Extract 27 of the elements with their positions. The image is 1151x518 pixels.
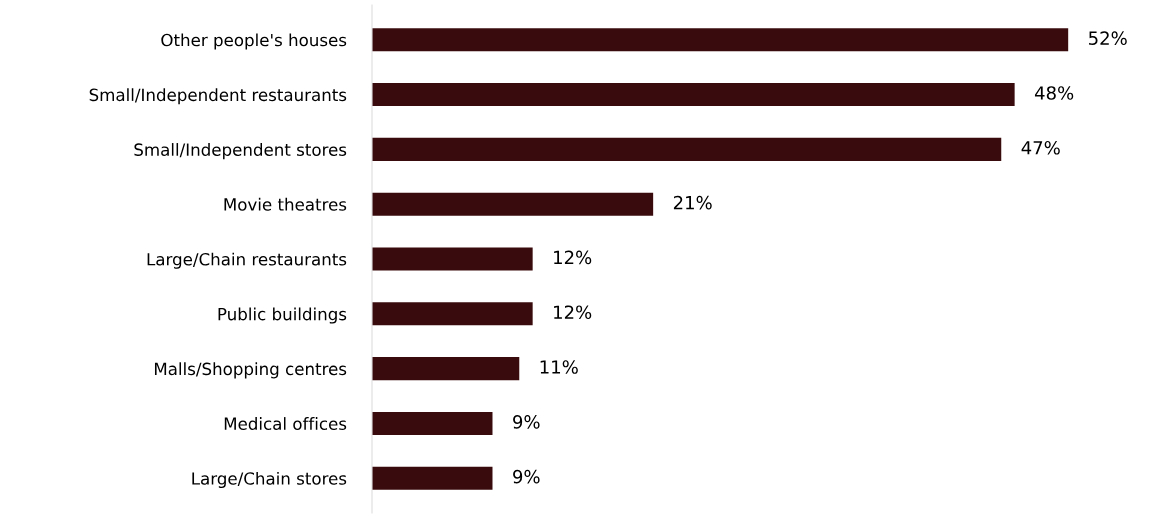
bar	[372, 357, 520, 381]
data-label: 21%	[673, 195, 712, 210]
data-label: 9%	[513, 469, 540, 484]
data-label: 47%	[1021, 140, 1060, 155]
bar	[372, 411, 493, 435]
data-label: 12%	[554, 250, 592, 265]
bar	[372, 137, 1002, 161]
data-label: 52%	[1089, 31, 1127, 45]
bar	[372, 302, 533, 326]
data-label: 12%	[554, 305, 592, 320]
data-label: 9%	[513, 415, 540, 429]
data-label: 11%	[540, 360, 578, 374]
bar	[372, 466, 493, 490]
bar	[372, 83, 1015, 107]
y-tick-label: Malls/Shopping centres	[154, 362, 347, 379]
bar	[372, 247, 533, 271]
y-tick-label: Other people's houses	[161, 33, 347, 50]
y-tick-label: Large/Chain restaurants	[147, 252, 347, 269]
y-tick-label: Movie theatres	[224, 197, 347, 211]
y-tick-label: Large/Chain stores	[192, 471, 347, 489]
y-tick-label: Public buildings	[218, 307, 347, 324]
bar	[372, 28, 1069, 52]
bar	[372, 192, 654, 216]
y-tick-label: Small/Independent restaurants	[89, 88, 347, 105]
y-tick-label: Medical offices	[224, 417, 347, 430]
y-tick-label: Small/Independent stores	[134, 143, 347, 160]
data-label: 48%	[1034, 86, 1074, 100]
